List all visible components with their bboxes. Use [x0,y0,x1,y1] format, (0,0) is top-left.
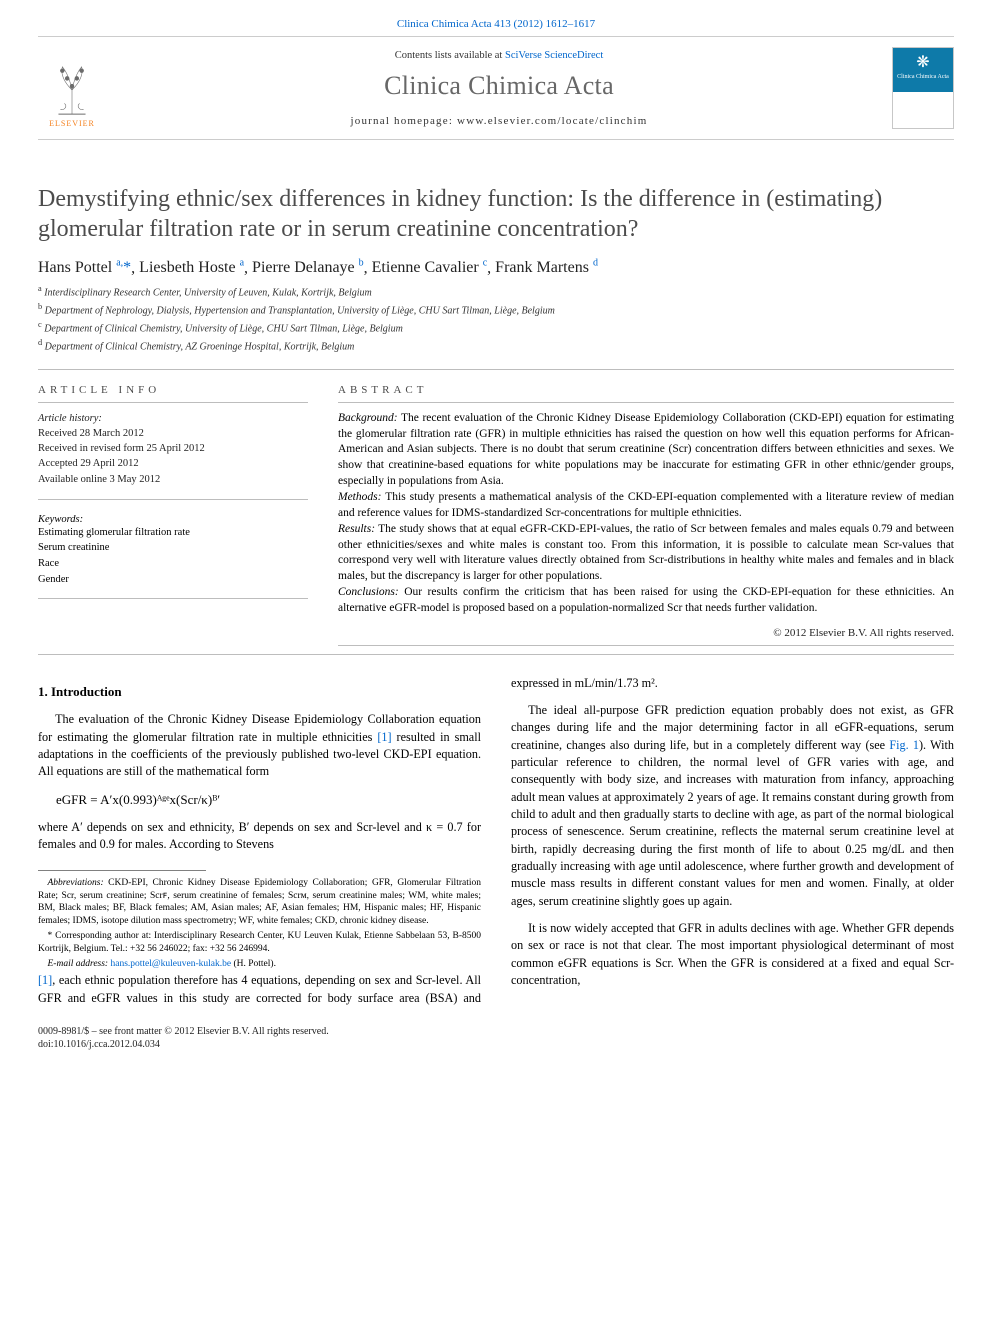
keyword: Estimating glomerular filtration rate [38,527,190,538]
keyword: Serum creatinine [38,542,109,553]
body-paragraph: The ideal all-purpose GFR prediction equ… [511,702,954,910]
thin-rule [338,402,954,403]
header-center: Contents lists available at SciVerse Sci… [106,50,892,127]
header-citation: Clinica Chimica Acta 413 (2012) 1612–161… [0,0,992,36]
thin-rule [38,402,308,403]
title-block: Demystifying ethnic/sex differences in k… [38,184,954,244]
article-history: Article history: Received 28 March 2012 R… [38,411,308,487]
keywords-list: Estimating glomerular filtration rate Ser… [38,525,308,588]
abstract-conclusions: Our results confirm the criticism that h… [338,586,954,614]
body-paragraph: It is now widely accepted that GFR in ad… [511,920,954,989]
abbrev-label: Abbreviations: [48,878,104,888]
history-line: Available online 3 May 2012 [38,474,160,485]
body-paragraph: where A′ depends on sex and ethnicity, B… [38,819,481,854]
footnotes: Abbreviations: CKD-EPI, Chronic Kidney D… [38,877,481,971]
introduction-heading: 1. Introduction [38,683,481,701]
ref-link-1b[interactable]: [1] [38,973,52,987]
affiliation: d Department of Clinical Chemistry, AZ G… [38,337,954,355]
affiliations: a Interdisciplinary Research Center, Uni… [38,283,954,354]
divider-rule [38,654,954,655]
cover-title: Clinica Chimica Acta [897,74,949,81]
journal-cover-thumb: ❋ Clinica Chimica Acta [892,47,954,129]
abbrev-text: CKD-EPI, Chronic Kidney Disease Epidemio… [38,878,481,926]
body-p1: The evaluation of the Chronic Kidney Dis… [38,712,481,778]
article-info-heading: article info [38,384,308,396]
keywords-label: Keywords: [38,514,308,525]
history-line: Received 28 March 2012 [38,428,144,439]
homepage-prefix: journal homepage: [351,115,458,127]
header-citation-link[interactable]: Clinica Chimica Acta 413 (2012) 1612–161… [397,18,595,30]
footer-line1: 0009-8981/$ – see front matter © 2012 El… [38,1026,329,1037]
abstract-conclusions-label: Conclusions: [338,586,399,598]
sciencedirect-link[interactable]: SciVerse ScienceDirect [505,50,603,61]
homepage-url[interactable]: www.elsevier.com/locate/clinchim [457,115,647,127]
corr-label: * Corresponding author at: [48,931,152,941]
affiliation: c Department of Clinical Chemistry, Univ… [38,319,954,337]
keyword: Race [38,558,59,569]
author: Hans Pottel a,* [38,259,131,276]
article-title: Demystifying ethnic/sex differences in k… [38,184,954,244]
abstract-body: Background: The recent evaluation of the… [338,411,954,617]
footer-line2: doi:10.1016/j.cca.2012.04.034 [38,1039,160,1050]
footer: 0009-8981/$ – see front matter © 2012 El… [38,1025,954,1051]
history-label: Article history: [38,413,102,424]
journal-name: Clinica Chimica Acta [106,71,892,101]
email-who: (H. Pottel). [233,959,275,969]
cover-crest-icon: ❋ [916,52,929,72]
author-line: Hans Pottel a,*, Liesbeth Hoste a, Pierr… [38,258,954,277]
body-paragraph: The evaluation of the Chronic Kidney Dis… [38,711,481,780]
abstract-results-label: Results: [338,523,375,535]
abstract-bg: The recent evaluation of the Chronic Kid… [338,412,954,487]
article-body: 1. Introduction The evaluation of the Ch… [38,675,954,1007]
email-label: E-mail address: [48,959,109,969]
article-info-column: article info Article history: Received 2… [38,370,308,654]
abstract-heading: abstract [338,384,954,396]
thin-rule [38,598,308,599]
contents-prefix: Contents lists available at [395,50,505,61]
affiliation: a Interdisciplinary Research Center, Uni… [38,283,954,301]
abstract-methods-label: Methods: [338,491,381,503]
journal-homepage: journal homepage: www.elsevier.com/locat… [106,115,892,127]
abstract-copyright: © 2012 Elsevier B.V. All rights reserved… [338,627,954,639]
author: Frank Martens d [495,259,598,276]
abstract-results: The study shows that at equal eGFR-CKD-E… [338,523,954,583]
elsevier-tree-icon [43,61,101,119]
publisher-logo: ELSEVIER [38,48,106,128]
equation: eGFR = A′x(0.993)ᴬᵍᵉx(Scr/κ)ᴮ′ [56,791,481,809]
abstract-methods: This study presents a mathematical analy… [338,491,954,519]
author: Pierre Delanaye b [252,259,364,276]
ref-link-1[interactable]: [1] [377,730,391,744]
keyword: Gender [38,574,69,585]
history-line: Received in revised form 25 April 2012 [38,443,205,454]
abstract-bg-label: Background: [338,412,398,424]
thin-rule [338,645,954,646]
thin-rule [38,499,308,500]
contents-line: Contents lists available at SciVerse Sci… [106,50,892,61]
header-band: ELSEVIER Contents lists available at Sci… [38,36,954,140]
abstract-column: abstract Background: The recent evaluati… [338,370,954,654]
corr-email[interactable]: hans.pottel@kuleuven-kulak.be [110,959,231,969]
history-line: Accepted 29 April 2012 [38,458,139,469]
affiliation: b Department of Nephrology, Dialysis, Hy… [38,301,954,319]
fig-1-link[interactable]: Fig. 1 [889,738,919,752]
footnote-rule [38,870,206,871]
publisher-label: ELSEVIER [49,119,95,128]
author: Etienne Cavalier c [372,259,488,276]
author: Liesbeth Hoste a [139,259,244,276]
body-p4-text: The ideal all-purpose GFR prediction equ… [511,703,954,908]
